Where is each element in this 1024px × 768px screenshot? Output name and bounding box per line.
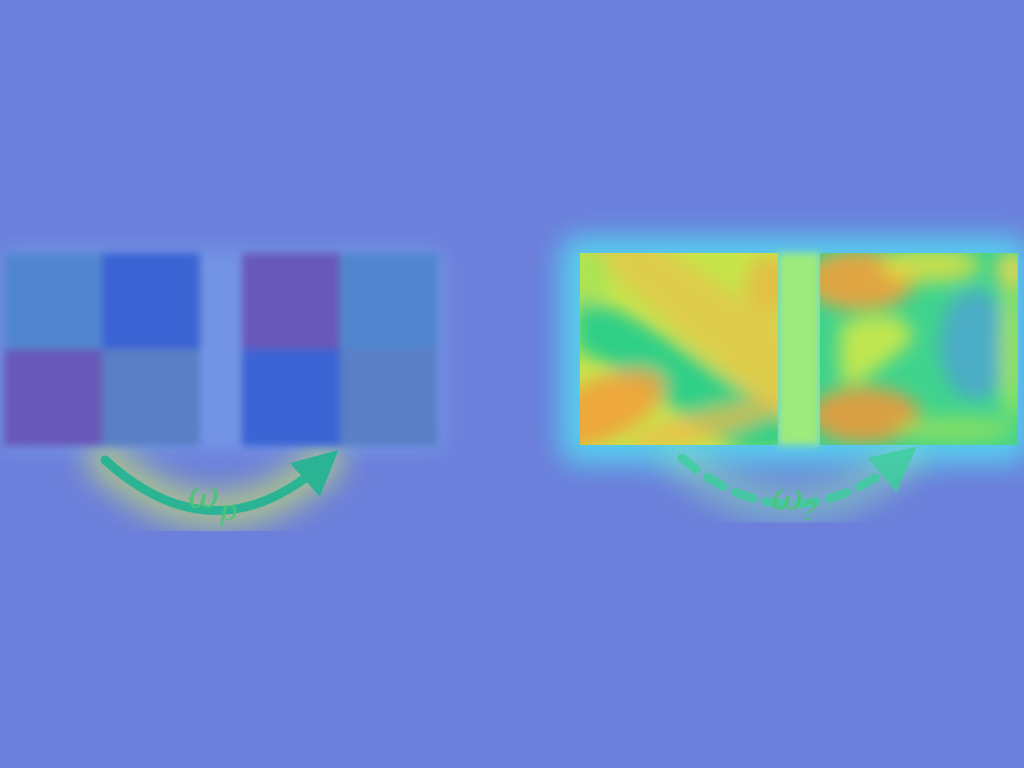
- left-arrow-label-subscript: p: [219, 494, 237, 527]
- grid-a-cell-bottom-left: [4, 349, 102, 446]
- field-panel-b: [820, 253, 1018, 445]
- grid-b-cell-bottom-left: [242, 349, 340, 446]
- right-arrow: [677, 446, 917, 509]
- right-diagram: ω?: [560, 236, 1024, 527]
- grid-b-cell-bottom-right: [340, 349, 438, 446]
- left-arrow-label-symbol: ω: [188, 473, 219, 517]
- grid-a-cell-bottom-right: [102, 349, 200, 446]
- grid-b-cell-top-right: [340, 253, 438, 349]
- grid-a-cell-top-left: [4, 253, 102, 349]
- left-arrow-label: ωp: [188, 473, 237, 527]
- left-diagram: ωp: [0, 248, 446, 531]
- left-grid-a: [4, 253, 200, 446]
- grid-a-cell-top-right: [102, 253, 200, 349]
- right-gap-fill: [778, 253, 820, 445]
- left-grid-b: [242, 253, 438, 446]
- right-arrow-label: ω?: [772, 475, 818, 527]
- field-panel-a: [580, 253, 778, 445]
- right-arrow-label-subscript: ?: [803, 497, 818, 527]
- right-arrow-label-symbol: ω: [772, 475, 803, 519]
- left-arrow: [100, 450, 339, 515]
- grid-b-cell-top-left: [242, 253, 340, 349]
